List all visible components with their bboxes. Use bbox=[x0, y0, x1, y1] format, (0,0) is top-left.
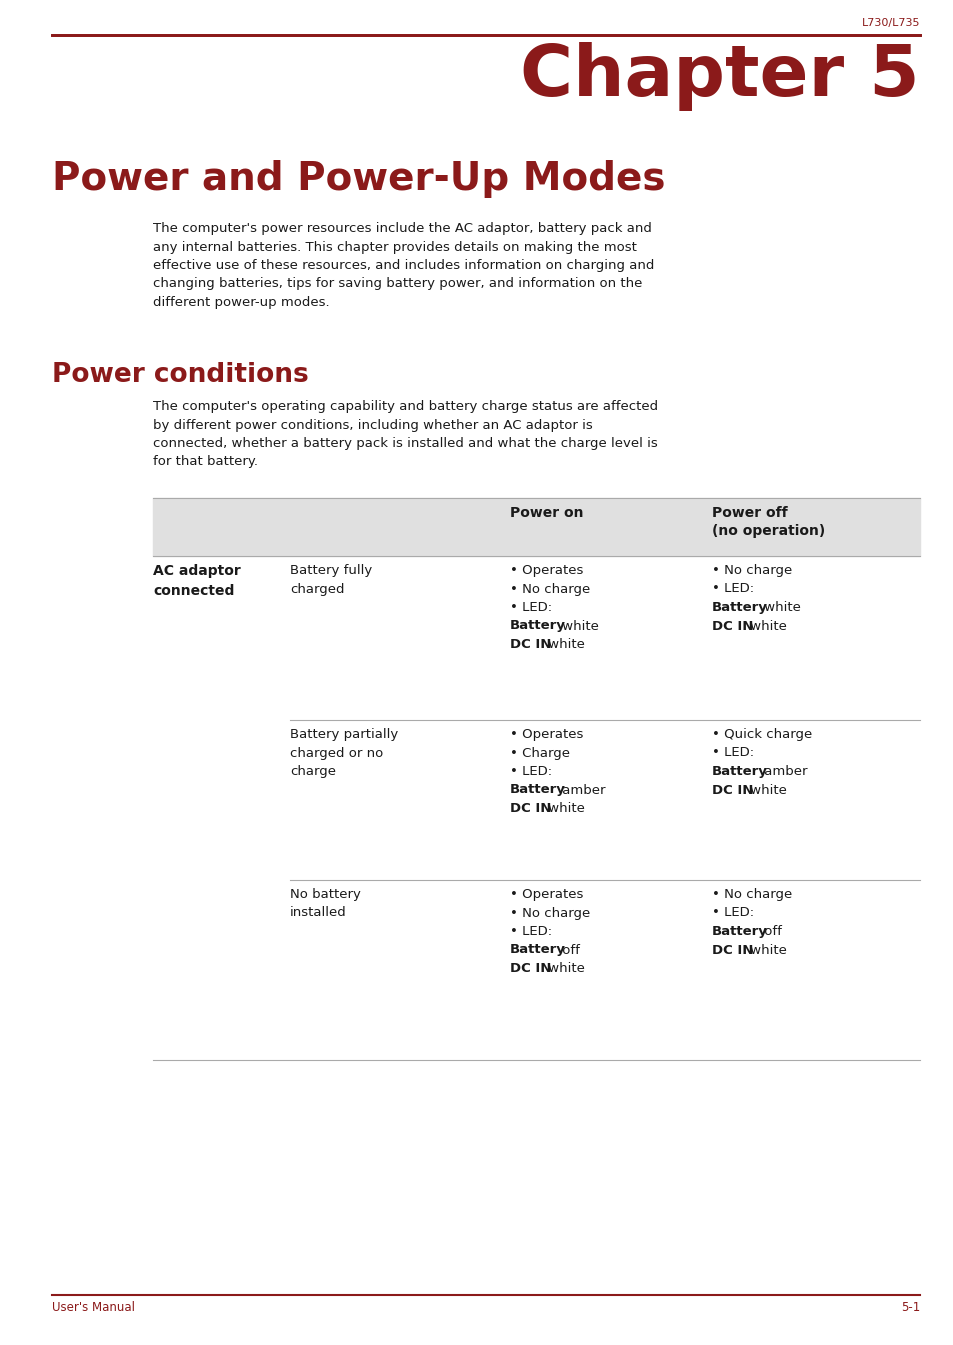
Text: Battery: Battery bbox=[510, 620, 565, 632]
Text: • Quick charge: • Quick charge bbox=[711, 728, 811, 741]
Text: white: white bbox=[745, 943, 786, 956]
Text: DC IN: DC IN bbox=[510, 962, 551, 975]
Text: amber: amber bbox=[557, 784, 604, 796]
Text: DC IN: DC IN bbox=[510, 802, 551, 815]
Text: DC IN: DC IN bbox=[510, 638, 551, 651]
Text: Battery: Battery bbox=[711, 925, 767, 937]
Text: • No charge: • No charge bbox=[510, 582, 590, 596]
Text: • LED:: • LED: bbox=[711, 746, 753, 760]
Text: white: white bbox=[745, 784, 786, 796]
Text: Power conditions: Power conditions bbox=[52, 362, 309, 387]
Text: • LED:: • LED: bbox=[711, 907, 753, 920]
Text: The computer's operating capability and battery charge status are affected
by di: The computer's operating capability and … bbox=[152, 399, 658, 468]
Text: • No charge: • No charge bbox=[711, 888, 791, 901]
Text: 5-1: 5-1 bbox=[900, 1301, 919, 1314]
Text: off: off bbox=[557, 943, 578, 956]
Text: white: white bbox=[759, 601, 800, 615]
Text: white: white bbox=[543, 638, 584, 651]
Text: DC IN: DC IN bbox=[711, 784, 753, 796]
Text: Battery: Battery bbox=[510, 784, 565, 796]
Text: • No charge: • No charge bbox=[510, 907, 590, 920]
Text: • Charge: • Charge bbox=[510, 746, 569, 760]
Bar bbox=[152, 498, 919, 555]
Text: white: white bbox=[543, 802, 584, 815]
Text: amber: amber bbox=[759, 765, 806, 777]
Text: Battery: Battery bbox=[711, 765, 767, 777]
Text: • Operates: • Operates bbox=[510, 888, 583, 901]
Text: Power and Power-Up Modes: Power and Power-Up Modes bbox=[52, 160, 665, 198]
Text: AC adaptor
connected: AC adaptor connected bbox=[152, 564, 240, 599]
Text: The computer's power resources include the AC adaptor, battery pack and
any inte: The computer's power resources include t… bbox=[152, 222, 654, 309]
Text: • Operates: • Operates bbox=[510, 564, 583, 577]
Text: • No charge: • No charge bbox=[711, 564, 791, 577]
Text: L730/L735: L730/L735 bbox=[861, 17, 919, 28]
Text: off: off bbox=[759, 925, 781, 937]
Text: Battery partially
charged or no
charge: Battery partially charged or no charge bbox=[290, 728, 397, 777]
Text: Power on: Power on bbox=[510, 506, 583, 521]
Text: DC IN: DC IN bbox=[711, 620, 753, 632]
Text: Battery fully
charged: Battery fully charged bbox=[290, 564, 372, 596]
Text: Battery: Battery bbox=[711, 601, 767, 615]
Text: • LED:: • LED: bbox=[510, 925, 552, 937]
Text: • LED:: • LED: bbox=[510, 765, 552, 777]
Text: • LED:: • LED: bbox=[510, 601, 552, 615]
Text: • Operates: • Operates bbox=[510, 728, 583, 741]
Text: white: white bbox=[745, 620, 786, 632]
Text: white: white bbox=[557, 620, 598, 632]
Text: Battery: Battery bbox=[510, 943, 565, 956]
Text: User's Manual: User's Manual bbox=[52, 1301, 135, 1314]
Text: No battery
installed: No battery installed bbox=[290, 888, 360, 920]
Text: (no operation): (no operation) bbox=[711, 525, 824, 538]
Text: • LED:: • LED: bbox=[711, 582, 753, 596]
Text: DC IN: DC IN bbox=[711, 943, 753, 956]
Text: Chapter 5: Chapter 5 bbox=[520, 42, 919, 112]
Text: white: white bbox=[543, 962, 584, 975]
Text: Power off: Power off bbox=[711, 506, 787, 521]
